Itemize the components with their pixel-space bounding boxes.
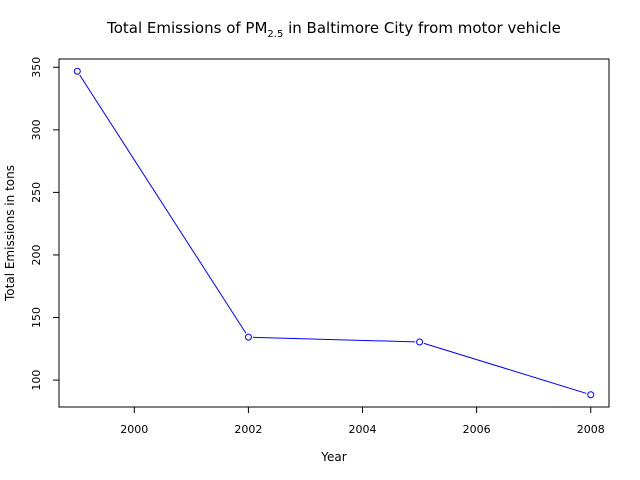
x-tick-label: 2006 — [463, 423, 491, 436]
plot-frame — [58, 58, 610, 408]
series-line-segment — [79, 74, 247, 334]
chart-title-rest: in Baltimore City from motor vehicle — [283, 19, 561, 37]
y-tick-label: 300 — [30, 119, 43, 140]
data-point — [73, 67, 81, 75]
y-axis: 100 150 200 250 300 350 — [30, 57, 59, 391]
y-tick-label: 200 — [30, 244, 43, 265]
y-tick-label: 150 — [30, 307, 43, 328]
chart-title-subscript: 2.5 — [267, 29, 283, 40]
x-axis: 2000 2002 2004 2006 2008 — [120, 407, 605, 436]
y-tick-label: 350 — [30, 57, 43, 78]
x-tick-label: 2008 — [577, 423, 605, 436]
series-line-segment — [252, 336, 416, 343]
x-axis-label: Year — [320, 450, 346, 464]
y-tick-label: 100 — [30, 370, 43, 391]
data-point — [587, 391, 595, 399]
series-layer — [73, 67, 595, 399]
x-tick-label: 2002 — [234, 423, 262, 436]
chart-title: Total Emissions of PM2.5 in Baltimore Ci… — [106, 19, 561, 40]
data-point — [244, 333, 252, 341]
x-tick-label: 2000 — [120, 423, 148, 436]
x-tick-label: 2004 — [349, 423, 377, 436]
y-tick-label: 250 — [30, 182, 43, 203]
data-point — [416, 338, 424, 346]
chart-title-main: Total Emissions of PM — [106, 19, 267, 37]
series-line-segment — [423, 342, 587, 394]
y-axis-label: Total Emissions in tons — [3, 165, 17, 302]
